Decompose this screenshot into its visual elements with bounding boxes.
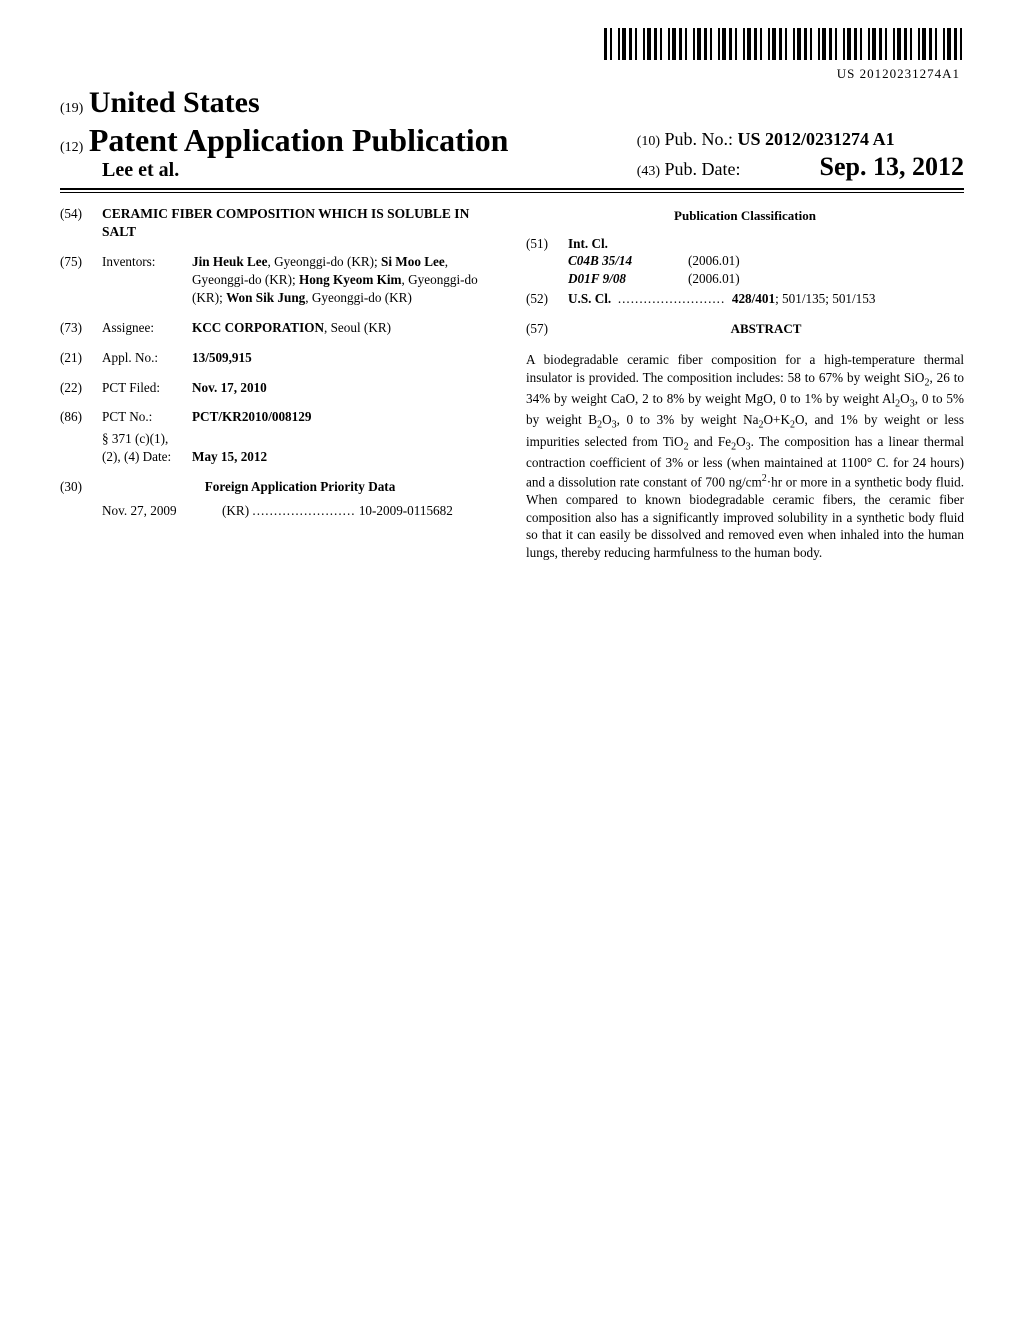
intcl-year-0: (2006.01) — [688, 252, 740, 270]
pctno-label: PCT No.: — [102, 408, 192, 426]
applno-num: (21) — [60, 349, 102, 367]
s371-value: May 15, 2012 — [192, 449, 267, 464]
intcl-row: (51) Int. Cl. C04B 35/14 (2006.01) D01F … — [526, 235, 964, 288]
priority-value: 10-2009-0115682 — [359, 502, 453, 520]
intcl-num: (51) — [526, 235, 568, 288]
assignee-row: (73) Assignee: KCC CORPORATION, Seoul (K… — [60, 319, 498, 337]
priority-date: Nov. 27, 2009 — [102, 502, 222, 520]
intcl-year-1: (2006.01) — [688, 270, 740, 288]
abstract-heading: ABSTRACT — [568, 320, 964, 338]
abstract-text: A biodegradable ceramic fiber compositio… — [526, 351, 964, 562]
barcode-text: US 20120231274A1 — [60, 66, 960, 82]
intcl-entry-1: D01F 9/08 (2006.01) — [568, 270, 964, 288]
author-line: Lee et al. — [102, 159, 508, 182]
barcode-block: US 20120231274A1 — [60, 28, 964, 82]
right-column: Publication Classification (51) Int. Cl.… — [526, 205, 964, 562]
masthead: (19) United States (12) Patent Applicati… — [60, 86, 964, 182]
doc-kind-num: (12) — [60, 140, 83, 155]
applno-value: 13/509,915 — [192, 350, 252, 365]
left-column: (54) CERAMIC FIBER COMPOSITION WHICH IS … — [60, 205, 498, 562]
pctno-value: PCT/KR2010/008129 — [192, 409, 311, 424]
pctno-row: (86) PCT No.: PCT/KR2010/008129 — [60, 408, 498, 426]
abstract-heading-row: (57) ABSTRACT — [526, 320, 964, 344]
pctno-num: (86) — [60, 408, 102, 426]
inventors-row: (75) Inventors: Jin Heuk Lee, Gyeonggi-d… — [60, 253, 498, 306]
title-text: CERAMIC FIBER COMPOSITION WHICH IS SOLUB… — [102, 205, 498, 241]
intcl-label: Int. Cl. — [568, 236, 608, 251]
pubno-label: Pub. No.: — [665, 129, 734, 149]
pctfiled-num: (22) — [60, 379, 102, 397]
uscl-dots: ......................... — [618, 291, 725, 306]
pubdate-label: Pub. Date: — [665, 159, 741, 179]
rule-thin — [60, 192, 964, 193]
pubdate-num: (43) — [637, 164, 660, 179]
pubno-num: (10) — [637, 134, 660, 149]
foreign-heading-row: (30) Foreign Application Priority Data — [60, 478, 498, 496]
rule-thick — [60, 188, 964, 190]
columns: (54) CERAMIC FIBER COMPOSITION WHICH IS … — [60, 205, 964, 562]
intcl-entry-0: C04B 35/14 (2006.01) — [568, 252, 964, 270]
assignee-num: (73) — [60, 319, 102, 337]
masthead-left: (19) United States (12) Patent Applicati… — [60, 86, 508, 182]
priority-row: Nov. 27, 2009 (KR) .....................… — [102, 502, 498, 520]
barcode-graphic — [604, 28, 964, 60]
classification-heading: Publication Classification — [526, 207, 964, 225]
pctfiled-label: PCT Filed: — [102, 379, 192, 397]
s371-label: § 371 (c)(1), (2), (4) Date: — [102, 430, 192, 466]
abstract-num: (57) — [526, 320, 568, 344]
applno-row: (21) Appl. No.: 13/509,915 — [60, 349, 498, 367]
intcl-code-1: D01F 9/08 — [568, 270, 688, 288]
uscl-row: (52) U.S. Cl. ......................... … — [526, 290, 964, 308]
foreign-heading: Foreign Application Priority Data — [205, 479, 396, 494]
pubdate-value: Sep. 13, 2012 — [820, 152, 964, 181]
pctfiled-row: (22) PCT Filed: Nov. 17, 2010 — [60, 379, 498, 397]
country: United States — [89, 86, 260, 119]
uscl-value-rest: ; 501/135; 501/153 — [775, 291, 875, 306]
inventors-value: Jin Heuk Lee, Gyeonggi-do (KR); Si Moo L… — [192, 253, 498, 306]
patent-page: US 20120231274A1 (19) United States (12)… — [0, 0, 1024, 562]
doc-kind: Patent Application Publication — [89, 122, 509, 158]
uscl-value-bold: 428/401 — [732, 291, 775, 306]
pctfiled-value: Nov. 17, 2010 — [192, 380, 267, 395]
intcl-code-0: C04B 35/14 — [568, 252, 688, 270]
assignee-label: Assignee: — [102, 319, 192, 337]
uscl-label: U.S. Cl. — [568, 291, 611, 306]
foreign-num: (30) — [60, 478, 102, 496]
assignee-value: KCC CORPORATION, Seoul (KR) — [192, 319, 498, 337]
s371-row: § 371 (c)(1), (2), (4) Date: May 15, 201… — [60, 430, 498, 466]
country-num: (19) — [60, 101, 83, 116]
title-num: (54) — [60, 205, 102, 241]
inventors-num: (75) — [60, 253, 102, 306]
title-row: (54) CERAMIC FIBER COMPOSITION WHICH IS … — [60, 205, 498, 241]
priority-dots: ........................ — [252, 503, 355, 518]
inventors-label: Inventors: — [102, 253, 192, 306]
applno-label: Appl. No.: — [102, 349, 192, 367]
uscl-num: (52) — [526, 290, 568, 308]
masthead-right: (10) Pub. No.: US 2012/0231274 A1 (43) P… — [637, 129, 964, 182]
pubno-value: US 2012/0231274 A1 — [738, 129, 895, 149]
priority-country: (KR) — [222, 502, 249, 520]
